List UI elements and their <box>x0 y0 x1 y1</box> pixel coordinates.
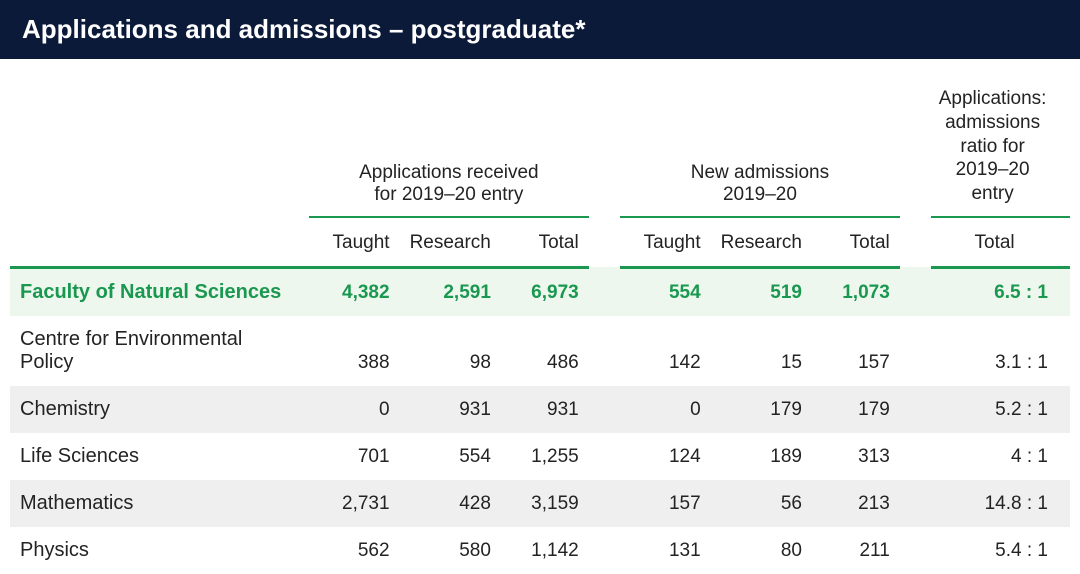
cell-apps-taught: 4,382 <box>309 267 400 316</box>
cell-ratio: 6.5 : 1 <box>931 267 1070 316</box>
cell-adm-research: 519 <box>711 267 812 316</box>
cell-adm-total: 213 <box>812 480 900 527</box>
apps-received-header: Applications received for 2019–20 entry <box>309 59 589 217</box>
cell-ratio: 3.1 : 1 <box>931 316 1070 386</box>
cell-adm-taught: 0 <box>620 386 711 433</box>
sub-header-row: Taught Research Total Taught Research To… <box>10 217 1070 268</box>
new-admissions-header: New admissions 2019–20 <box>620 59 900 217</box>
gap <box>900 433 931 480</box>
cell-adm-total: 179 <box>812 386 900 433</box>
cell-apps-total: 3,159 <box>501 480 589 527</box>
row-label: Physics <box>10 527 309 574</box>
cell-adm-research: 189 <box>711 433 812 480</box>
cell-adm-total: 157 <box>812 316 900 386</box>
table-row: Mathematics2,7314283,159 15756213 14.8 : 1 <box>10 480 1070 527</box>
cell-apps-research: 428 <box>400 480 501 527</box>
row-label: Centre for Environmental Policy <box>10 316 309 386</box>
cell-apps-research: 98 <box>400 316 501 386</box>
gap <box>900 480 931 527</box>
admissions-table: Applications received for 2019–20 entry … <box>10 59 1070 574</box>
cell-adm-research: 179 <box>711 386 812 433</box>
cell-adm-total: 211 <box>812 527 900 574</box>
col-adm-total: Total <box>812 217 900 268</box>
cell-apps-taught: 0 <box>309 386 400 433</box>
col-apps-total: Total <box>501 217 589 268</box>
col-apps-taught: Taught <box>309 217 400 268</box>
gap <box>900 217 931 268</box>
row-label: Life Sciences <box>10 433 309 480</box>
cell-adm-research: 56 <box>711 480 812 527</box>
row-label: Chemistry <box>10 386 309 433</box>
gap <box>589 59 620 217</box>
cell-adm-taught: 131 <box>620 527 711 574</box>
gap <box>589 433 620 480</box>
cell-ratio: 5.2 : 1 <box>931 386 1070 433</box>
cell-adm-research: 80 <box>711 527 812 574</box>
gap <box>589 480 620 527</box>
cell-apps-research: 554 <box>400 433 501 480</box>
gap <box>900 527 931 574</box>
cell-apps-taught: 388 <box>309 316 400 386</box>
ratio-header: Applications: admissions ratio for 2019–… <box>931 59 1070 217</box>
gap <box>589 386 620 433</box>
table-row: Centre for Environmental Policy38898486 1… <box>10 316 1070 386</box>
cell-apps-total: 486 <box>501 316 589 386</box>
cell-apps-taught: 701 <box>309 433 400 480</box>
gap <box>589 527 620 574</box>
blank-subheader <box>10 217 309 268</box>
blank-header <box>10 59 309 217</box>
gap <box>589 267 620 316</box>
gap <box>589 316 620 386</box>
page-title: Applications and admissions – postgradua… <box>0 0 1080 59</box>
cell-apps-research: 931 <box>400 386 501 433</box>
gap <box>589 217 620 268</box>
table-row: Chemistry093193101791795.2 : 1 <box>10 386 1070 433</box>
col-adm-research: Research <box>711 217 812 268</box>
row-label: Mathematics <box>10 480 309 527</box>
cell-adm-total: 1,073 <box>812 267 900 316</box>
table-row: Physics5625801,142 13180211 5.4 : 1 <box>10 527 1070 574</box>
gap <box>900 267 931 316</box>
cell-adm-taught: 554 <box>620 267 711 316</box>
cell-adm-taught: 142 <box>620 316 711 386</box>
col-adm-taught: Taught <box>620 217 711 268</box>
cell-adm-research: 15 <box>711 316 812 386</box>
cell-adm-total: 313 <box>812 433 900 480</box>
table-row: Life Sciences7015541,255 124189313 4 : 1 <box>10 433 1070 480</box>
cell-apps-total: 1,142 <box>501 527 589 574</box>
cell-apps-taught: 562 <box>309 527 400 574</box>
row-label: Faculty of Natural Sciences <box>10 267 309 316</box>
cell-apps-total: 931 <box>501 386 589 433</box>
cell-ratio: 5.4 : 1 <box>931 527 1070 574</box>
cell-apps-total: 1,255 <box>501 433 589 480</box>
cell-ratio: 4 : 1 <box>931 433 1070 480</box>
cell-apps-research: 580 <box>400 527 501 574</box>
cell-apps-research: 2,591 <box>400 267 501 316</box>
col-apps-research: Research <box>400 217 501 268</box>
cell-adm-taught: 157 <box>620 480 711 527</box>
cell-adm-taught: 124 <box>620 433 711 480</box>
gap <box>900 386 931 433</box>
group-header-row: Applications received for 2019–20 entry … <box>10 59 1070 217</box>
cell-apps-taught: 2,731 <box>309 480 400 527</box>
table-row: Faculty of Natural Sciences4,3822,5916,9… <box>10 267 1070 316</box>
cell-ratio: 14.8 : 1 <box>931 480 1070 527</box>
col-ratio-total: Total <box>931 217 1070 268</box>
gap <box>900 316 931 386</box>
gap <box>900 59 931 217</box>
cell-apps-total: 6,973 <box>501 267 589 316</box>
